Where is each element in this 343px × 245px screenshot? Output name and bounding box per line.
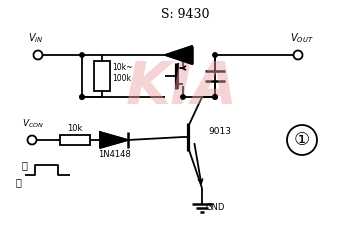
Text: KIA: KIA	[126, 59, 238, 115]
Circle shape	[80, 53, 84, 57]
Circle shape	[80, 95, 84, 99]
Circle shape	[213, 53, 217, 57]
Text: GND: GND	[206, 204, 225, 212]
Circle shape	[213, 95, 217, 99]
Polygon shape	[165, 46, 192, 64]
Text: 10k~
100k: 10k~ 100k	[112, 63, 132, 83]
Circle shape	[181, 53, 185, 57]
Text: $V_{IN}$: $V_{IN}$	[28, 31, 44, 45]
Text: 9013: 9013	[208, 127, 231, 136]
Circle shape	[181, 95, 185, 99]
Bar	[60, 135, 90, 145]
Polygon shape	[100, 132, 128, 148]
Text: 10k: 10k	[67, 124, 83, 133]
Text: $V_{CON}$: $V_{CON}$	[22, 118, 44, 130]
Circle shape	[80, 95, 84, 99]
Bar	[94, 61, 110, 91]
Text: S: 9430: S: 9430	[161, 8, 209, 21]
Text: $V_{OUT}$: $V_{OUT}$	[290, 31, 314, 45]
Text: 1N4148: 1N4148	[98, 150, 130, 159]
Text: 关: 关	[16, 177, 22, 187]
Text: 开: 开	[22, 160, 28, 170]
Circle shape	[213, 95, 217, 99]
Text: ①: ①	[294, 131, 310, 149]
